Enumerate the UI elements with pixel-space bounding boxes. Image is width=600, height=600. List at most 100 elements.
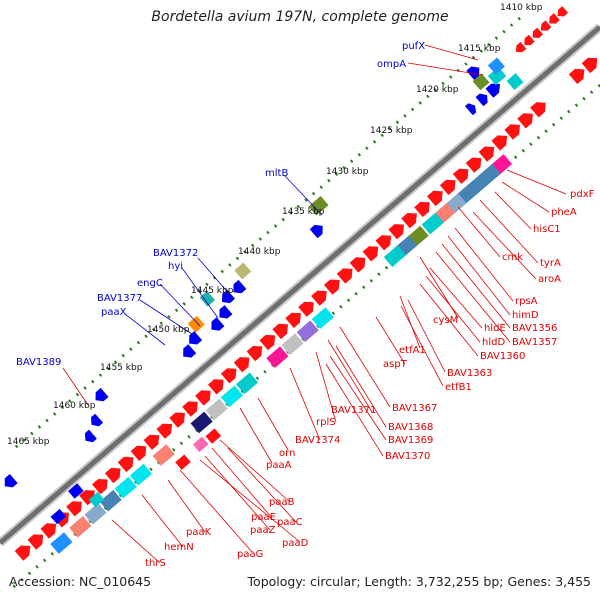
gene-feature-block[interactable] — [88, 491, 105, 508]
gene-label-paaA[interactable]: paaA — [266, 460, 292, 471]
gene-label-hyi[interactable]: hyi — [168, 261, 183, 272]
gene-label-etfA1[interactable]: etfA1 — [399, 345, 426, 356]
gene-feature[interactable] — [540, 20, 552, 31]
gene-feature-block[interactable] — [281, 333, 304, 355]
gene-label-BAV1363[interactable]: BAV1363 — [447, 368, 492, 379]
gene-feature[interactable] — [272, 323, 288, 340]
gene-feature-block[interactable] — [68, 483, 84, 499]
gene-feature-block[interactable] — [506, 73, 524, 90]
gene-label-BAV1360[interactable]: BAV1360 — [480, 351, 525, 362]
gene-label-BAV1371[interactable]: BAV1371 — [331, 405, 376, 416]
gene-feature[interactable] — [211, 317, 225, 331]
gene-feature-block[interactable] — [190, 411, 213, 434]
gene-feature-block[interactable] — [187, 315, 205, 333]
gene-feature[interactable] — [27, 534, 44, 550]
gene-feature[interactable] — [515, 41, 527, 53]
gene-feature[interactable] — [143, 434, 160, 450]
gene-label-pheA[interactable]: pheA — [551, 207, 577, 218]
gene-feature[interactable] — [530, 102, 546, 118]
gene-label-orn[interactable]: orn — [279, 448, 295, 459]
gene-feature[interactable] — [219, 305, 233, 319]
gene-feature[interactable] — [452, 168, 469, 184]
gene-feature[interactable] — [581, 57, 598, 74]
gene-label-BAV1368[interactable]: BAV1368 — [388, 422, 433, 433]
gene-label-cysM[interactable]: cysM — [433, 315, 458, 326]
gene-feature[interactable] — [233, 357, 250, 373]
gene-feature[interactable] — [95, 387, 109, 402]
gene-feature-block[interactable] — [234, 262, 252, 280]
gene-feature[interactable] — [311, 290, 327, 306]
gene-label-pufX[interactable]: pufX — [402, 41, 425, 52]
gene-feature[interactable] — [375, 235, 392, 251]
gene-label-cmk[interactable]: cmk — [502, 252, 523, 263]
gene-feature[interactable] — [465, 103, 477, 116]
gene-feature[interactable] — [117, 456, 134, 473]
gene-label-BAV1356[interactable]: BAV1356 — [512, 323, 557, 334]
gene-feature[interactable] — [557, 6, 569, 17]
gene-feature[interactable] — [568, 68, 585, 85]
gene-feature[interactable] — [14, 545, 31, 561]
gene-label-BAV1377[interactable]: BAV1377 — [97, 293, 142, 304]
gene-feature[interactable] — [259, 334, 276, 351]
gene-feature[interactable] — [189, 331, 203, 345]
gene-label-paaX[interactable]: paaX — [101, 307, 127, 318]
gene-label-BAV1389[interactable]: BAV1389 — [16, 357, 61, 368]
gene-feature[interactable] — [298, 301, 314, 317]
gene-feature[interactable] — [532, 27, 544, 38]
gene-feature[interactable] — [309, 224, 323, 239]
gene-feature-block[interactable] — [199, 291, 216, 307]
gene-feature[interactable] — [156, 423, 173, 439]
gene-feature-block[interactable] — [296, 320, 319, 342]
gene-label-paaC[interactable]: paaC — [277, 517, 303, 528]
gene-feature-block[interactable] — [129, 463, 152, 486]
gene-feature[interactable] — [478, 146, 495, 162]
gene-feature[interactable] — [246, 346, 263, 362]
gene-feature[interactable] — [427, 190, 443, 207]
gene-feature[interactable] — [104, 467, 121, 484]
gene-feature-block[interactable] — [69, 516, 92, 538]
gene-feature-block[interactable] — [50, 508, 67, 525]
gene-feature-block[interactable] — [114, 476, 137, 499]
gene-feature[interactable] — [401, 213, 417, 229]
gene-feature[interactable] — [183, 344, 197, 358]
gene-label-etfB1[interactable]: etfB1 — [445, 382, 472, 393]
gene-feature-block[interactable] — [205, 428, 222, 444]
gene-feature[interactable] — [485, 83, 501, 98]
gene-label-tyrA[interactable]: tyrA — [540, 258, 561, 269]
gene-label-ompA[interactable]: ompA — [377, 59, 406, 70]
gene-label-hldE[interactable]: hldE — [484, 323, 506, 334]
gene-label-hemN[interactable]: hemN — [164, 542, 194, 553]
gene-label-engC[interactable]: engC — [137, 278, 163, 289]
gene-label-paaG[interactable]: paaG — [237, 549, 263, 560]
gene-feature[interactable] — [92, 479, 108, 495]
gene-label-paaB[interactable]: paaB — [269, 497, 295, 508]
gene-label-BAV1367[interactable]: BAV1367 — [392, 403, 437, 414]
gene-label-paaZ[interactable]: paaZ — [250, 525, 276, 536]
gene-feature[interactable] — [549, 13, 560, 24]
gene-feature[interactable] — [182, 401, 198, 417]
gene-feature[interactable] — [517, 113, 533, 129]
gene-feature-block[interactable] — [205, 398, 228, 421]
gene-feature[interactable] — [4, 474, 18, 488]
gene-label-BAV1370[interactable]: BAV1370 — [385, 451, 430, 462]
gene-feature-block[interactable] — [50, 532, 73, 554]
gene-feature-block[interactable] — [487, 66, 507, 86]
gene-feature[interactable] — [285, 312, 301, 328]
gene-feature-block[interactable] — [99, 489, 122, 512]
gene-feature-block[interactable] — [266, 346, 289, 368]
gene-feature-block[interactable] — [421, 212, 444, 235]
gene-feature[interactable] — [195, 390, 211, 406]
gene-feature[interactable] — [169, 412, 185, 428]
gene-feature[interactable] — [233, 279, 247, 294]
gene-feature[interactable] — [414, 201, 430, 218]
gene-feature[interactable] — [208, 379, 224, 395]
gene-feature[interactable] — [475, 93, 488, 107]
gene-feature[interactable] — [40, 523, 57, 539]
gene-label-hisC1[interactable]: hisC1 — [533, 224, 561, 235]
gene-feature[interactable] — [349, 257, 366, 273]
gene-label-BAV1372[interactable]: BAV1372 — [153, 248, 198, 259]
gene-feature[interactable] — [388, 224, 404, 240]
gene-feature-block[interactable] — [311, 307, 334, 329]
gene-feature[interactable] — [524, 34, 535, 46]
gene-feature[interactable] — [220, 368, 237, 384]
